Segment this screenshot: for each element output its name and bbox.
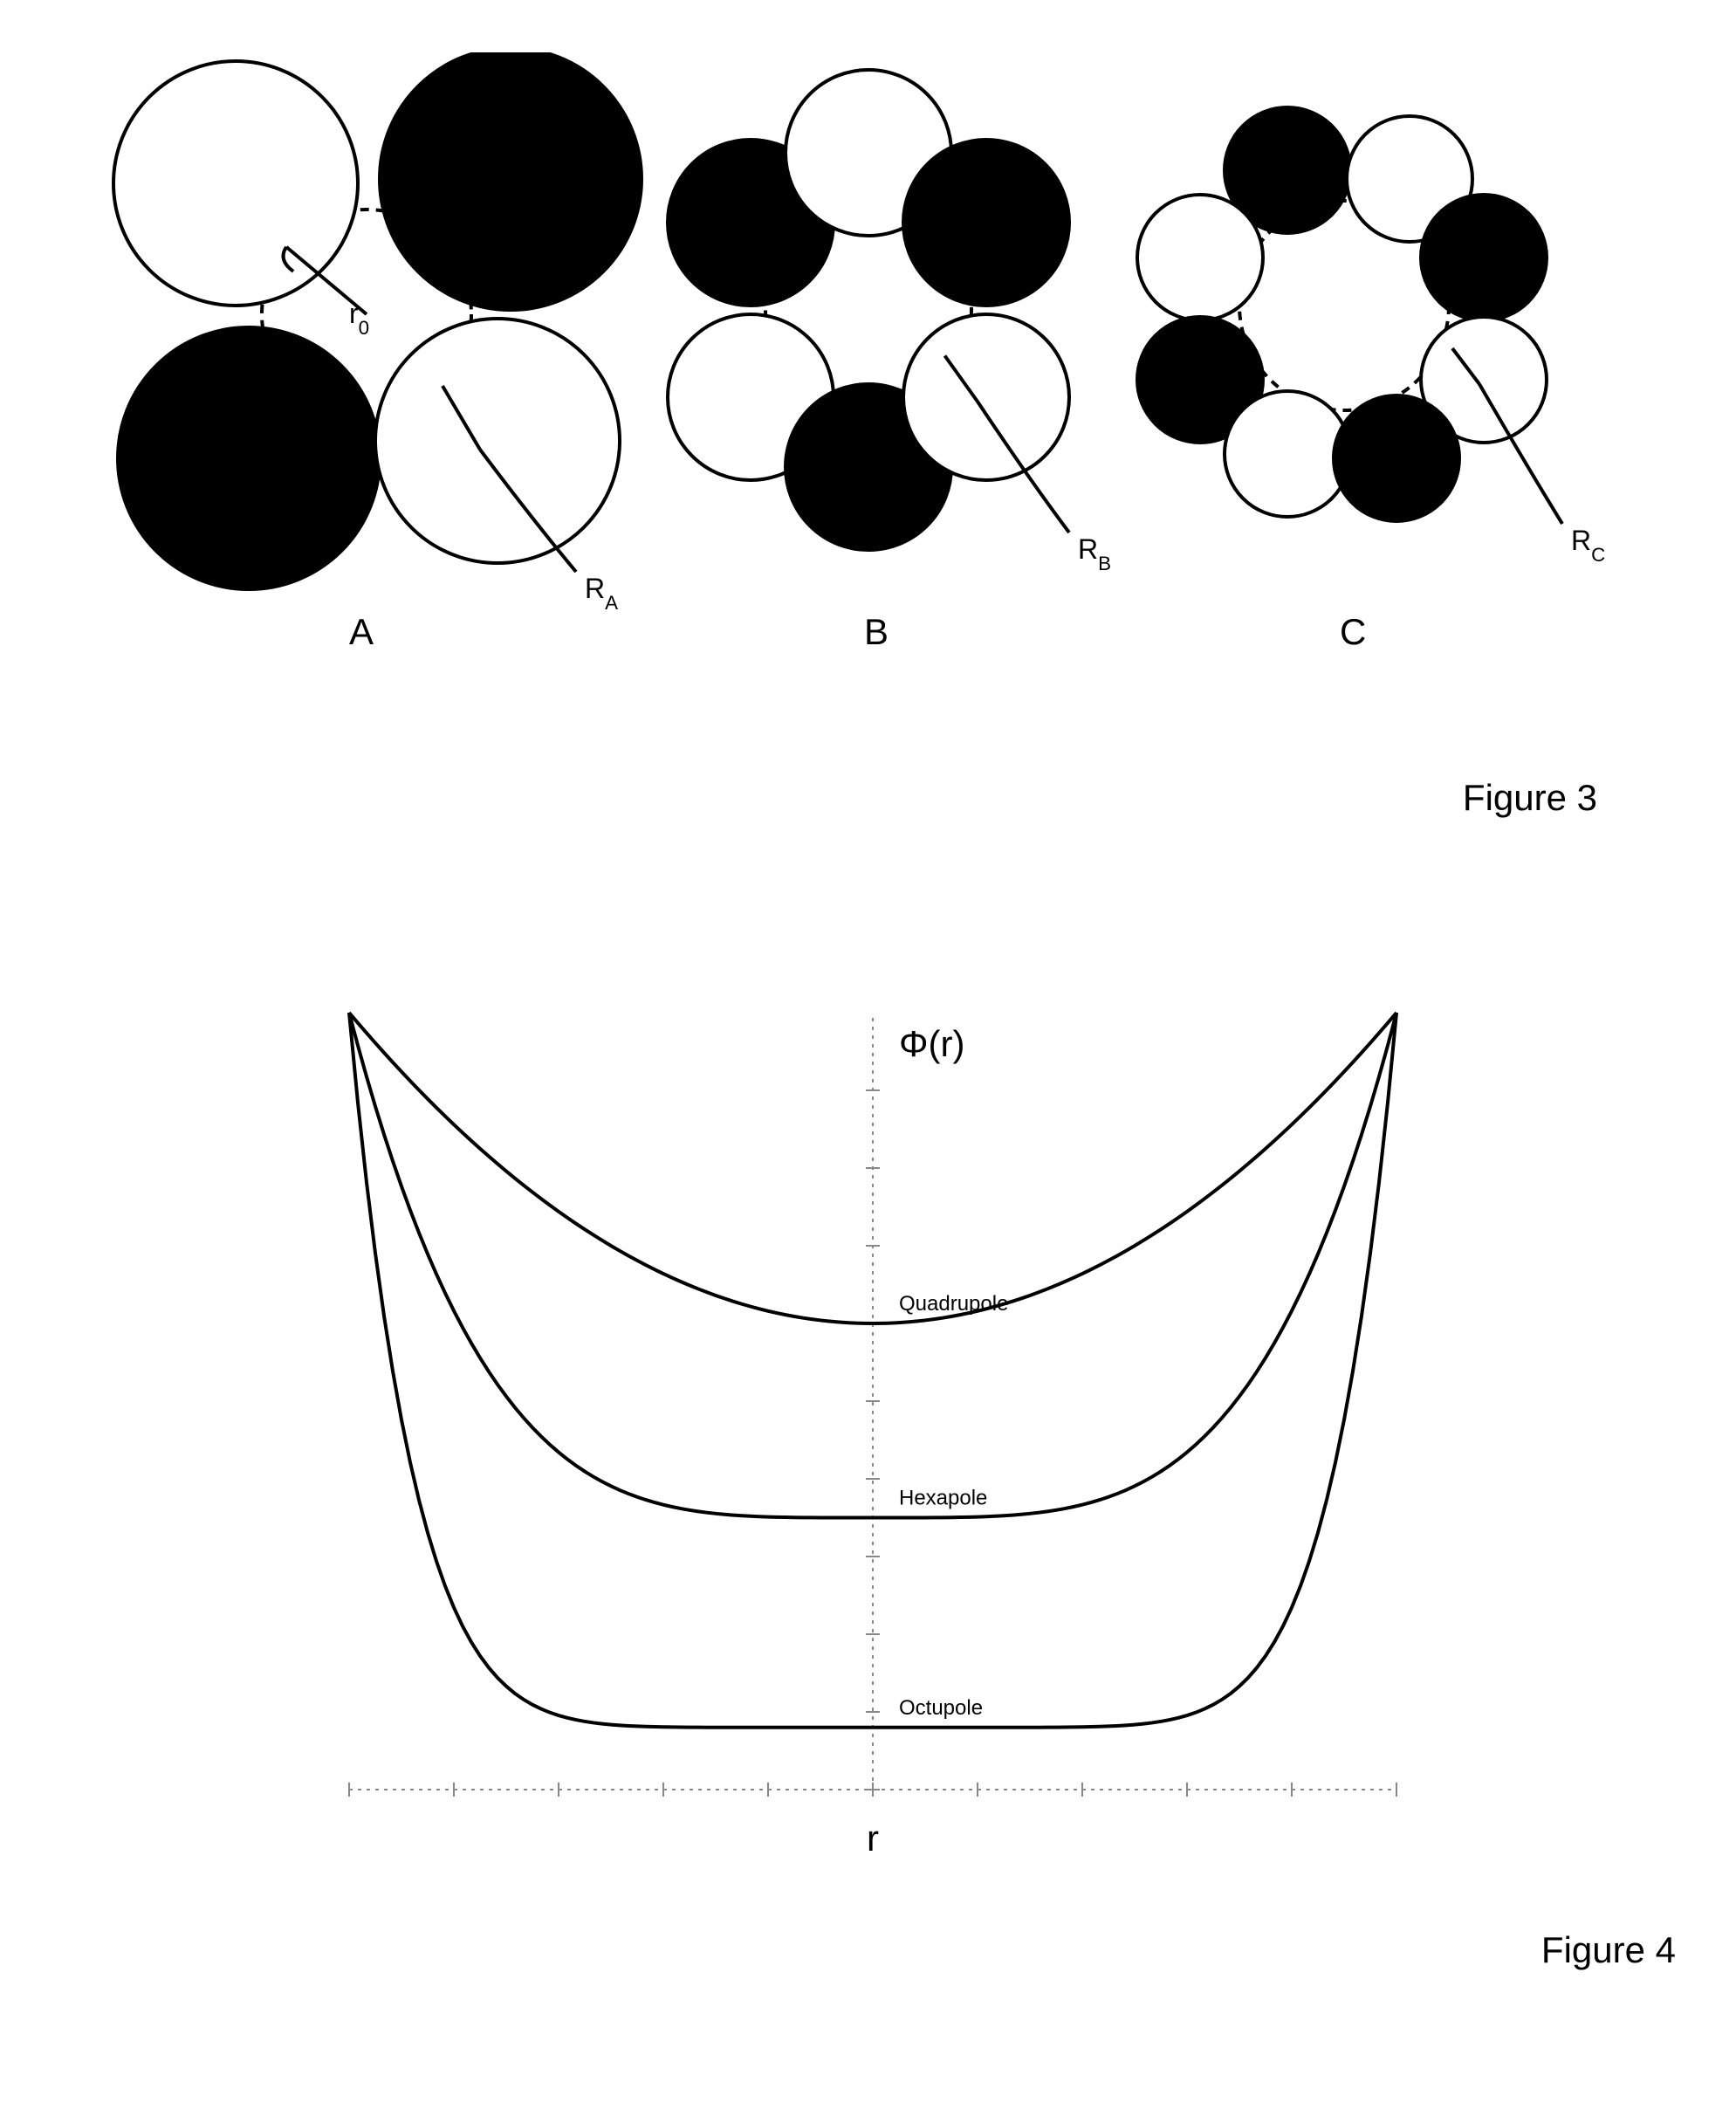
- panel-a-label: A: [349, 611, 374, 653]
- electrode-circle: [118, 327, 380, 589]
- figure-4: Φ(r)rQuadrupoleHexapoleOctupole Figure 4: [262, 978, 1571, 2025]
- curve-label-hexapole: Hexapole: [899, 1487, 987, 1510]
- electrode-circle: [375, 319, 620, 563]
- x-axis-label: r: [867, 1818, 879, 1859]
- figure-3: r0 RA RB RC A B C Figure 3: [105, 52, 1632, 838]
- figure-3-caption: Figure 3: [1463, 777, 1597, 819]
- y-axis-label: Φ(r): [899, 1023, 964, 1064]
- electrode-circle: [113, 61, 358, 306]
- electrode-circle: [1137, 195, 1263, 320]
- panel-b-group: RB: [668, 70, 1111, 574]
- electrode-circle: [903, 314, 1069, 480]
- electrode-circle: [380, 52, 642, 310]
- electrode-circle: [1334, 395, 1459, 521]
- electrode-circle: [1421, 195, 1547, 320]
- svg-text:r0: r0: [349, 298, 369, 339]
- page: r0 RA RB RC A B C Figure 3 Φ(r) r Quadrupole H…: [0, 0, 1736, 2103]
- electrode-circle: [903, 140, 1069, 306]
- figure-4-caption: Figure 4: [1541, 1929, 1676, 1971]
- curve-label-octupole: Octupole: [899, 1696, 983, 1720]
- figure-3-svg: r0 RA RB RC: [105, 52, 1632, 663]
- figure-4-svg: Φ(r) r Quadrupole Hexapole Octupole: [262, 978, 1484, 1894]
- panel-c-label: C: [1340, 611, 1366, 653]
- panel-c-group: RC: [1137, 107, 1605, 566]
- svg-text:RB: RB: [1078, 533, 1111, 574]
- panel-b-label: B: [864, 611, 889, 653]
- panel-a-group: r0 RA: [113, 52, 642, 614]
- electrode-circle: [1225, 391, 1350, 517]
- curve-label-quadrupole: Quadrupole: [899, 1292, 1008, 1316]
- svg-text:RC: RC: [1571, 525, 1605, 566]
- svg-text:RA: RA: [585, 573, 618, 614]
